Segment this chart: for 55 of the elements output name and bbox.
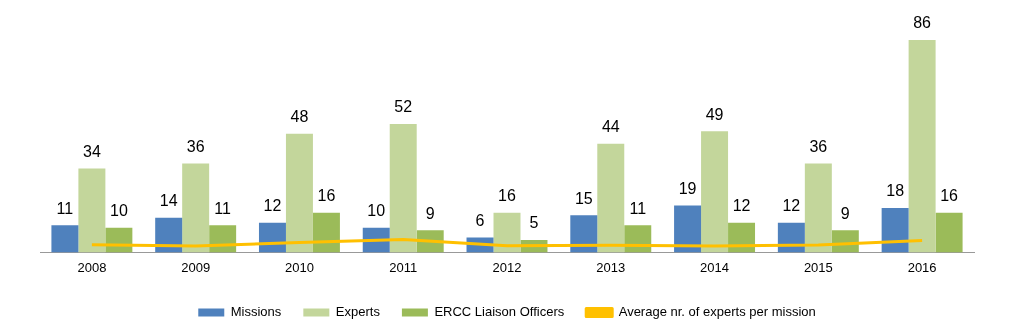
bar bbox=[285, 133, 313, 253]
x-tick-label: 2016 bbox=[907, 259, 937, 275]
data-label: 36 bbox=[809, 137, 828, 155]
x-tick-label: 2012 bbox=[492, 259, 522, 275]
legend-label: Average nr. of experts per mission bbox=[618, 304, 816, 320]
data-label: 11 bbox=[629, 199, 647, 217]
legend-label: Missions bbox=[230, 304, 282, 320]
bar bbox=[908, 39, 936, 253]
data-label: 11 bbox=[56, 199, 74, 217]
data-label: 16 bbox=[498, 187, 516, 205]
bar bbox=[570, 215, 598, 253]
x-tick-label: 2015 bbox=[803, 259, 833, 275]
data-label: 36 bbox=[186, 137, 205, 155]
data-label: 11 bbox=[214, 199, 232, 217]
bar bbox=[701, 131, 729, 253]
bar bbox=[155, 217, 183, 253]
data-label: 10 bbox=[367, 202, 386, 220]
legend-label: ERCC Liaison Officers bbox=[434, 304, 565, 320]
data-label: 34 bbox=[82, 142, 101, 160]
data-label: 18 bbox=[886, 182, 905, 200]
data-label: 49 bbox=[705, 105, 724, 123]
data-label: 12 bbox=[782, 197, 801, 215]
x-tick-label: 2009 bbox=[181, 259, 211, 275]
x-tick-label: 2010 bbox=[284, 259, 314, 275]
data-label: 19 bbox=[678, 179, 697, 197]
bar bbox=[312, 212, 340, 253]
bar bbox=[674, 205, 702, 253]
x-tick-label: 2014 bbox=[700, 259, 730, 275]
data-label: 15 bbox=[574, 189, 593, 207]
data-label: 14 bbox=[159, 192, 178, 210]
data-label: 48 bbox=[290, 108, 309, 126]
bar bbox=[78, 168, 106, 253]
data-label: 5 bbox=[529, 214, 539, 232]
data-label: 9 bbox=[840, 204, 850, 222]
bar bbox=[389, 123, 417, 253]
data-label: 6 bbox=[475, 211, 485, 229]
legend-label: Experts bbox=[335, 304, 381, 320]
bar bbox=[935, 212, 963, 253]
data-label: 86 bbox=[913, 14, 932, 32]
bar bbox=[182, 163, 210, 253]
x-tick-label: 2008 bbox=[77, 259, 107, 275]
bar bbox=[804, 163, 832, 253]
bar bbox=[881, 207, 909, 253]
data-label: 9 bbox=[425, 204, 435, 222]
bar bbox=[51, 225, 79, 253]
data-label: 52 bbox=[394, 98, 413, 116]
x-tick-label: 2011 bbox=[389, 259, 418, 275]
data-label: 16 bbox=[940, 187, 959, 205]
data-label: 10 bbox=[109, 202, 128, 220]
data-label: 12 bbox=[732, 197, 751, 215]
x-tick-label: 2013 bbox=[596, 259, 626, 275]
data-label: 16 bbox=[317, 187, 336, 205]
data-label: 12 bbox=[263, 197, 282, 215]
bar bbox=[597, 143, 625, 253]
data-label: 44 bbox=[601, 118, 620, 136]
